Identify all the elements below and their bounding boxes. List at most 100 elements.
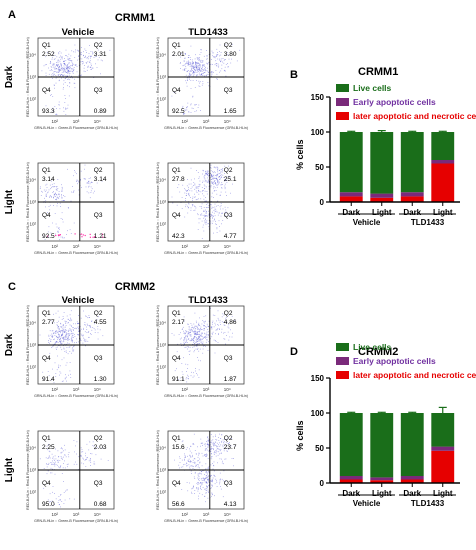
event-dot bbox=[85, 55, 86, 57]
event-dot bbox=[210, 167, 211, 168]
event-dot bbox=[199, 339, 201, 341]
event-dot bbox=[195, 332, 197, 334]
event-dot bbox=[196, 170, 197, 171]
event-dot bbox=[185, 330, 187, 331]
flow-plot-dark-tld1433: Q12.01Q23.80Q492.5Q31.6510²10²10³10³10⁴1… bbox=[156, 37, 248, 130]
event-dot bbox=[219, 453, 220, 455]
event-dot bbox=[219, 51, 220, 52]
event-dot bbox=[191, 329, 192, 331]
event-dot bbox=[63, 67, 64, 69]
event-dot bbox=[208, 479, 209, 481]
event-dot bbox=[198, 336, 199, 338]
event-dot bbox=[202, 173, 203, 175]
event-dot bbox=[186, 371, 187, 372]
event-dot bbox=[195, 370, 196, 372]
quadrant-label: Q2 bbox=[224, 310, 233, 317]
event-dot bbox=[186, 462, 187, 464]
x-tick-label: Light bbox=[433, 489, 453, 498]
event-dot bbox=[204, 337, 206, 338]
event-dot bbox=[72, 329, 74, 330]
y-tick-label: 10² bbox=[159, 489, 166, 494]
event-dot bbox=[220, 449, 222, 450]
quadrant-value: 4.55 bbox=[94, 319, 107, 326]
event-dot bbox=[198, 57, 200, 59]
event-dot bbox=[191, 67, 193, 69]
event-dot bbox=[68, 336, 69, 338]
event-dots bbox=[39, 310, 104, 384]
x-tick-label: 10² bbox=[181, 387, 188, 392]
group-label: TLD1433 bbox=[411, 218, 445, 227]
event-dot bbox=[195, 333, 197, 334]
event-dot bbox=[91, 453, 93, 455]
event-dot bbox=[73, 70, 75, 72]
event-dot bbox=[204, 450, 206, 451]
event-dot bbox=[213, 210, 215, 211]
event-dot bbox=[205, 69, 206, 71]
event-dot bbox=[205, 448, 207, 450]
event-dot bbox=[188, 183, 190, 185]
event-dot bbox=[208, 210, 209, 212]
event-dot bbox=[187, 179, 188, 180]
event-dot bbox=[190, 332, 191, 333]
event-dot bbox=[56, 369, 58, 371]
event-dot bbox=[195, 190, 197, 192]
event-dot bbox=[195, 464, 197, 466]
event-dot bbox=[219, 442, 220, 444]
event-dot bbox=[213, 181, 215, 183]
event-dot bbox=[65, 334, 67, 336]
event-dot bbox=[86, 52, 87, 53]
event-dot bbox=[86, 191, 88, 193]
event-dot bbox=[77, 50, 79, 52]
event-dot bbox=[195, 334, 197, 335]
event-dot bbox=[211, 332, 213, 334]
quadrant-label: Q4 bbox=[42, 87, 51, 94]
event-dot bbox=[54, 66, 56, 68]
event-dot bbox=[55, 114, 57, 115]
event-dot bbox=[195, 320, 197, 322]
event-dot bbox=[213, 465, 215, 467]
event-dot bbox=[194, 209, 196, 211]
event-dot bbox=[215, 175, 216, 176]
event-dot bbox=[197, 460, 199, 461]
event-dot bbox=[47, 470, 49, 472]
event-dot bbox=[92, 53, 94, 55]
event-dot bbox=[62, 337, 64, 338]
event-dot bbox=[214, 450, 216, 452]
event-dot bbox=[55, 199, 56, 200]
event-dot bbox=[58, 326, 60, 328]
event-dot bbox=[221, 169, 223, 170]
event-dot bbox=[76, 180, 78, 182]
event-dot bbox=[64, 467, 66, 469]
event-dot bbox=[217, 214, 219, 216]
event-dot bbox=[212, 183, 214, 185]
event-dot bbox=[198, 487, 199, 489]
x-axis-label: GRN-B-HLin :: Green-B Fluorescence (GRN-… bbox=[164, 519, 248, 523]
event-dot bbox=[61, 197, 63, 199]
event-dot bbox=[203, 345, 204, 347]
event-dot bbox=[191, 64, 192, 66]
event-dot bbox=[207, 202, 209, 204]
event-dot bbox=[50, 340, 52, 342]
quadrant-value: 56.6 bbox=[172, 501, 185, 508]
event-dot bbox=[80, 338, 81, 340]
event-dot bbox=[192, 66, 194, 68]
event-dot bbox=[56, 62, 57, 63]
event-dot bbox=[57, 461, 59, 463]
event-dot bbox=[61, 343, 63, 345]
event-dot bbox=[193, 72, 195, 74]
event-dot bbox=[204, 200, 206, 202]
event-dot bbox=[201, 68, 202, 69]
event-dot bbox=[193, 62, 194, 64]
event-dot bbox=[177, 343, 179, 345]
event-dot bbox=[87, 57, 89, 58]
event-dot bbox=[85, 340, 87, 342]
event-dot bbox=[205, 463, 207, 465]
event-dot bbox=[197, 59, 199, 60]
event-dot bbox=[200, 338, 202, 340]
event-dot bbox=[61, 197, 62, 199]
event-dot bbox=[187, 368, 188, 369]
event-dot bbox=[55, 332, 57, 334]
event-dot bbox=[202, 73, 204, 75]
event-dot bbox=[80, 330, 81, 332]
event-dot bbox=[224, 59, 226, 60]
